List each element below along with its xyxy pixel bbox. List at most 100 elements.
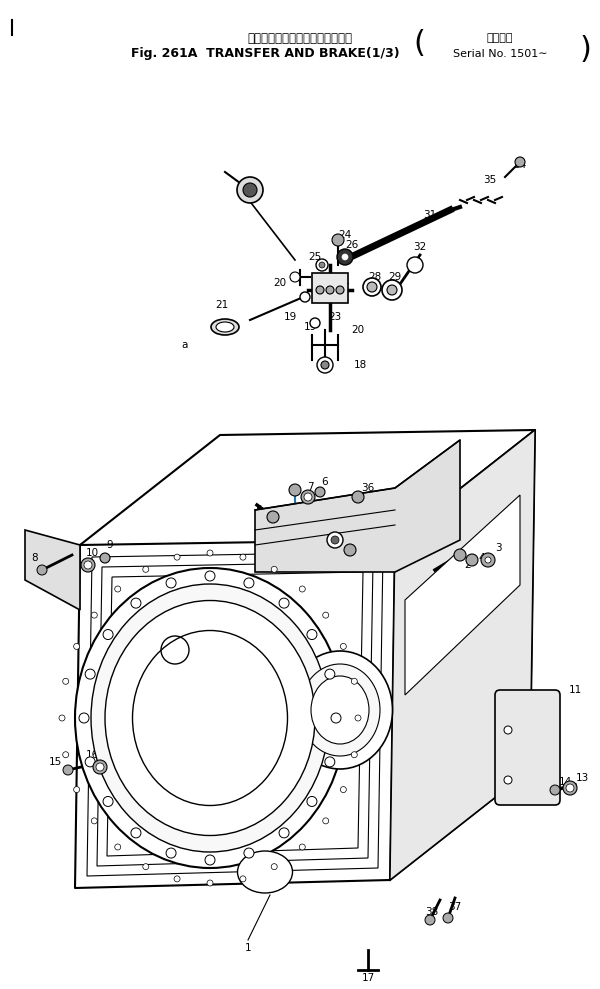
Circle shape [307, 630, 317, 640]
Circle shape [100, 553, 110, 563]
Text: 8: 8 [32, 553, 38, 563]
Text: 22: 22 [319, 543, 332, 553]
Ellipse shape [91, 584, 329, 852]
Circle shape [315, 487, 325, 497]
Circle shape [299, 586, 305, 592]
Ellipse shape [216, 322, 234, 332]
Circle shape [37, 565, 47, 575]
Circle shape [323, 612, 329, 618]
Circle shape [454, 549, 466, 561]
Circle shape [74, 644, 80, 650]
Text: 21: 21 [215, 300, 229, 310]
Text: 2: 2 [464, 560, 472, 570]
Text: 12: 12 [547, 695, 560, 705]
Circle shape [407, 257, 423, 273]
Text: 34: 34 [514, 160, 527, 170]
Circle shape [271, 863, 277, 869]
Text: Serial No. 1501∼: Serial No. 1501∼ [452, 49, 547, 59]
Text: 15: 15 [49, 757, 62, 767]
Circle shape [563, 781, 577, 795]
Circle shape [143, 567, 149, 573]
Text: 9: 9 [107, 540, 113, 550]
Circle shape [326, 286, 334, 294]
Circle shape [91, 612, 97, 618]
Circle shape [515, 157, 525, 167]
Circle shape [316, 259, 328, 271]
Circle shape [344, 544, 356, 556]
Circle shape [331, 713, 341, 723]
Text: $($: $($ [413, 27, 424, 57]
Ellipse shape [311, 676, 369, 744]
Circle shape [307, 796, 317, 806]
Circle shape [363, 278, 381, 296]
Circle shape [342, 254, 348, 260]
Circle shape [279, 598, 289, 608]
Circle shape [566, 784, 574, 792]
Circle shape [103, 796, 113, 806]
Circle shape [63, 752, 69, 758]
FancyBboxPatch shape [495, 690, 560, 805]
Circle shape [240, 876, 246, 882]
Text: 24: 24 [338, 230, 352, 240]
Text: 38: 38 [425, 907, 439, 917]
Circle shape [59, 715, 65, 721]
Circle shape [321, 361, 329, 369]
Circle shape [310, 318, 320, 328]
Circle shape [207, 880, 213, 886]
Circle shape [115, 844, 121, 850]
Circle shape [205, 571, 215, 581]
Circle shape [85, 670, 95, 679]
Circle shape [63, 678, 69, 684]
Circle shape [244, 848, 254, 858]
Circle shape [443, 913, 453, 923]
Circle shape [131, 828, 141, 838]
Circle shape [355, 715, 361, 721]
Text: 30: 30 [341, 553, 355, 563]
Polygon shape [25, 530, 80, 610]
Circle shape [205, 855, 215, 865]
Text: Fig. 261A  TRANSFER AND BRAKE(1/3): Fig. 261A TRANSFER AND BRAKE(1/3) [131, 47, 400, 60]
Ellipse shape [300, 664, 380, 756]
Text: 18: 18 [353, 360, 367, 370]
Text: 25: 25 [308, 252, 322, 262]
Circle shape [504, 726, 512, 734]
Circle shape [325, 757, 335, 766]
Circle shape [336, 286, 344, 294]
Text: 26: 26 [346, 240, 359, 250]
Polygon shape [390, 430, 535, 880]
Circle shape [63, 765, 73, 775]
Circle shape [244, 578, 254, 587]
Circle shape [166, 848, 176, 858]
Circle shape [290, 272, 300, 282]
Circle shape [81, 558, 95, 572]
Text: 19: 19 [283, 312, 296, 322]
Circle shape [271, 567, 277, 573]
Circle shape [481, 553, 495, 567]
Polygon shape [255, 440, 460, 572]
Text: $)$: $)$ [579, 33, 590, 63]
Circle shape [319, 262, 325, 268]
Text: 31: 31 [424, 210, 437, 220]
Text: 17: 17 [361, 973, 374, 983]
Text: 4: 4 [479, 553, 485, 563]
Text: 36: 36 [361, 483, 374, 493]
Circle shape [504, 776, 512, 784]
Polygon shape [405, 495, 520, 695]
Text: 16: 16 [85, 750, 98, 760]
Text: 20: 20 [274, 278, 287, 288]
Ellipse shape [287, 651, 392, 769]
Text: 29: 29 [388, 272, 401, 282]
Circle shape [351, 678, 357, 684]
Circle shape [340, 644, 346, 650]
Ellipse shape [75, 568, 345, 868]
Circle shape [382, 280, 402, 300]
Text: 33: 33 [163, 637, 176, 647]
Circle shape [84, 561, 92, 569]
Polygon shape [312, 273, 348, 303]
Circle shape [240, 554, 246, 560]
Circle shape [143, 863, 149, 869]
Circle shape [207, 550, 213, 556]
Text: 6: 6 [322, 477, 328, 487]
Circle shape [79, 713, 89, 723]
Circle shape [74, 786, 80, 792]
